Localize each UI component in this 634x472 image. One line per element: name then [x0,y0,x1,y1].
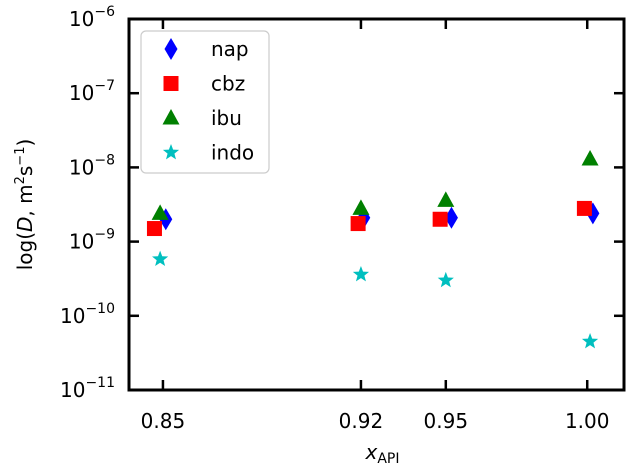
plot-frame [127,17,626,392]
y-tick-label: 10−8 [69,152,115,179]
x-tick-label: 0.85 [141,409,186,433]
data-point-cbz [576,200,592,216]
ticks: 0.85 0.92 0.95 1.00 10−11 10−10 10−9 10−8 10−7 10… [60,4,624,433]
x-tick-label: 0.95 [424,409,469,433]
y-tick-label: 10−10 [60,301,115,328]
data-point-ibu [437,191,455,207]
y-tick-label: 10−7 [69,78,115,105]
legend-marker-indo [162,144,180,160]
data-point-cbz [432,211,448,227]
legend-label-cbz: cbz [211,72,245,96]
legend-marker-ibu [162,109,180,125]
data-point-ibu [581,149,599,166]
y-tick-label: 10−6 [69,4,115,31]
legend-label-indo: indo [211,141,254,165]
data-point-cbz [146,221,162,237]
data-point-indo [352,266,370,282]
x-tick-label: 0.92 [339,409,384,433]
legend-marker-nap [164,38,178,60]
legend-box [140,30,270,174]
legend-label-ibu: ibu [211,106,242,130]
y-tick-label: 10−9 [69,227,115,254]
y-axis-label: log(D, m2s−1) [13,139,37,271]
series-ibu [151,149,599,220]
data-point-indo [152,250,169,267]
series-nap [159,202,600,231]
series-cbz [146,200,592,237]
series-indo [152,250,599,349]
x-axis-label: xAPI [365,440,400,467]
data-point-ibu [352,199,370,215]
x-tick-label: 1.00 [565,409,610,433]
legend-marker-cbz [163,76,179,91]
y-tick-label: 10−11 [60,375,115,402]
data-point-indo [581,333,599,349]
data-point-indo [437,271,454,288]
data-point-nap [444,206,458,229]
data-point-cbz [350,216,366,232]
data-point-ibu [151,204,169,220]
legend-label-nap: nap [211,37,249,61]
legend: nap cbz ibu indo [140,30,270,174]
